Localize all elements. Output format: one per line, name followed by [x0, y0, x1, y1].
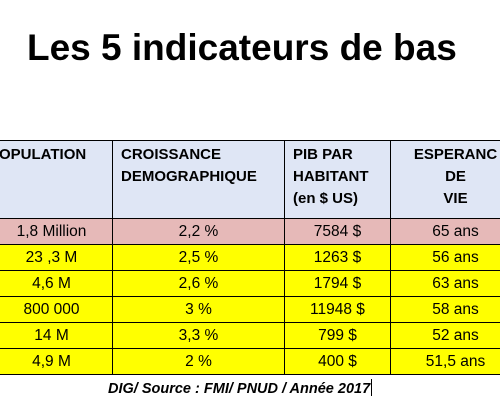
cell-croissance: 2,5 %: [112, 244, 285, 271]
text-cursor: [371, 379, 373, 396]
header-population-label: OPULATION: [0, 146, 87, 163]
header-pib: PIB PAR HABITANT (en $ US): [284, 140, 391, 219]
cell-pib: 1263 $: [284, 244, 391, 271]
cell-croissance: 3 %: [112, 296, 285, 323]
cell-pib: 799 $: [284, 322, 391, 349]
header-population: OPULATION: [0, 140, 113, 219]
header-esperance-label: ESPERANC DE VIE: [413, 146, 498, 207]
table-row: 14 M 3,3 % 799 $ 52 ans: [0, 322, 500, 349]
table-row: 1,8 Million 2,2 % 7584 $ 65 ans: [0, 218, 500, 245]
cell-pib: 11948 $: [284, 296, 391, 323]
cell-population: 4,9 M: [0, 348, 113, 375]
cell-pib: 1794 $: [284, 270, 391, 297]
cell-population: 14 M: [0, 322, 113, 349]
cell-croissance: 2 %: [112, 348, 285, 375]
header-croissance-label: CROISSANCE DEMOGRAPHIQUE: [121, 146, 257, 185]
cell-esperance: 56 ans: [390, 244, 500, 271]
cell-pib: 400 $: [284, 348, 391, 375]
cell-esperance: 63 ans: [390, 270, 500, 297]
cell-pib: 7584 $: [284, 218, 391, 245]
cell-esperance: 65 ans: [390, 218, 500, 245]
cell-population: 23 ,3 M: [0, 244, 113, 271]
header-croissance: CROISSANCE DEMOGRAPHIQUE: [112, 140, 285, 219]
table-header-row: OPULATION CROISSANCE DEMOGRAPHIQUE PIB P…: [0, 140, 500, 219]
table-row: 23 ,3 M 2,5 % 1263 $ 56 ans: [0, 244, 500, 271]
source-caption: DIG/ Source : FMI/ PNUD / Année 2017: [108, 379, 373, 397]
header-esperance: ESPERANC DE VIE: [390, 140, 500, 219]
table-row: 4,6 M 2,6 % 1794 $ 63 ans: [0, 270, 500, 297]
table-row: 4,9 M 2 % 400 $ 51,5 ans: [0, 348, 500, 375]
source-text: DIG/ Source : FMI/ PNUD / Année 2017: [108, 381, 371, 397]
header-pib-label: PIB PAR HABITANT (en $ US): [293, 146, 369, 207]
cell-esperance: 51,5 ans: [390, 348, 500, 375]
cell-croissance: 2,6 %: [112, 270, 285, 297]
cell-esperance: 58 ans: [390, 296, 500, 323]
table-row: 800 000 3 % 11948 $ 58 ans: [0, 296, 500, 323]
page-title: Les 5 indicateurs de bas: [27, 27, 457, 68]
cell-population: 4,6 M: [0, 270, 113, 297]
cell-croissance: 2,2 %: [112, 218, 285, 245]
cell-population: 1,8 Million: [0, 218, 113, 245]
indicators-table: OPULATION CROISSANCE DEMOGRAPHIQUE PIB P…: [0, 140, 500, 375]
cell-esperance: 52 ans: [390, 322, 500, 349]
cell-croissance: 3,3 %: [112, 322, 285, 349]
cell-population: 800 000: [0, 296, 113, 323]
